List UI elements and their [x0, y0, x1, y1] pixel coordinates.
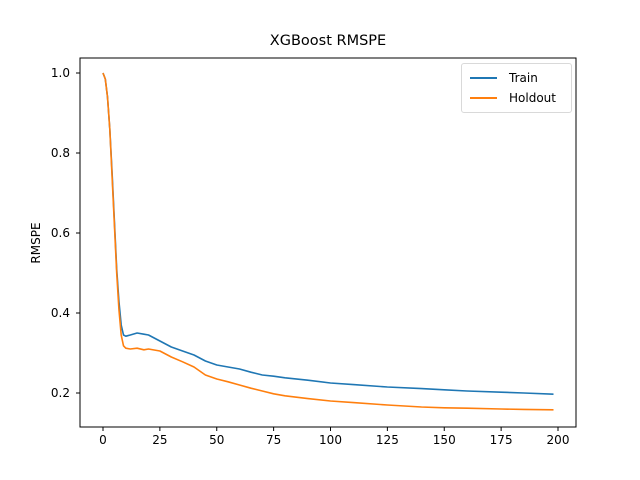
- chart-title: XGBoost RMSPE: [269, 33, 387, 49]
- legend-label-holdout: Holdout: [509, 91, 556, 105]
- y-axis-label: RMSPE: [29, 222, 43, 264]
- x-tick-label: 200: [546, 433, 570, 447]
- series-line-train: [102, 72, 554, 395]
- legend-item-train: Train: [470, 68, 538, 88]
- x-tick-label: 125: [375, 433, 399, 447]
- x-tick-label: 75: [265, 433, 282, 447]
- y-tick-label: 1.0: [50, 66, 70, 80]
- legend-label-train: Train: [509, 71, 538, 85]
- legend: Train Holdout: [461, 63, 572, 113]
- x-tick-label: 150: [432, 433, 456, 447]
- x-tick-label: 25: [152, 433, 168, 447]
- series-line-holdout: [102, 72, 554, 411]
- x-tick-label: 0: [99, 433, 107, 447]
- y-tick-label: 0.8: [50, 146, 70, 160]
- legend-item-holdout: Holdout: [470, 88, 556, 108]
- plot-lines: [102, 72, 554, 411]
- y-tick-label: 0.4: [50, 306, 70, 320]
- y-ticks: [76, 72, 80, 394]
- legend-swatch-holdout: [470, 97, 497, 99]
- x-tick-label: 50: [209, 433, 225, 447]
- legend-swatch-train: [470, 77, 497, 79]
- x-tick-label: 175: [489, 433, 513, 447]
- x-tick-label: 100: [319, 433, 342, 447]
- y-tick-label: 0.6: [50, 226, 70, 240]
- axes-frame: [79, 57, 577, 428]
- y-tick-label: 0.2: [50, 386, 70, 400]
- x-ticks: [102, 427, 559, 431]
